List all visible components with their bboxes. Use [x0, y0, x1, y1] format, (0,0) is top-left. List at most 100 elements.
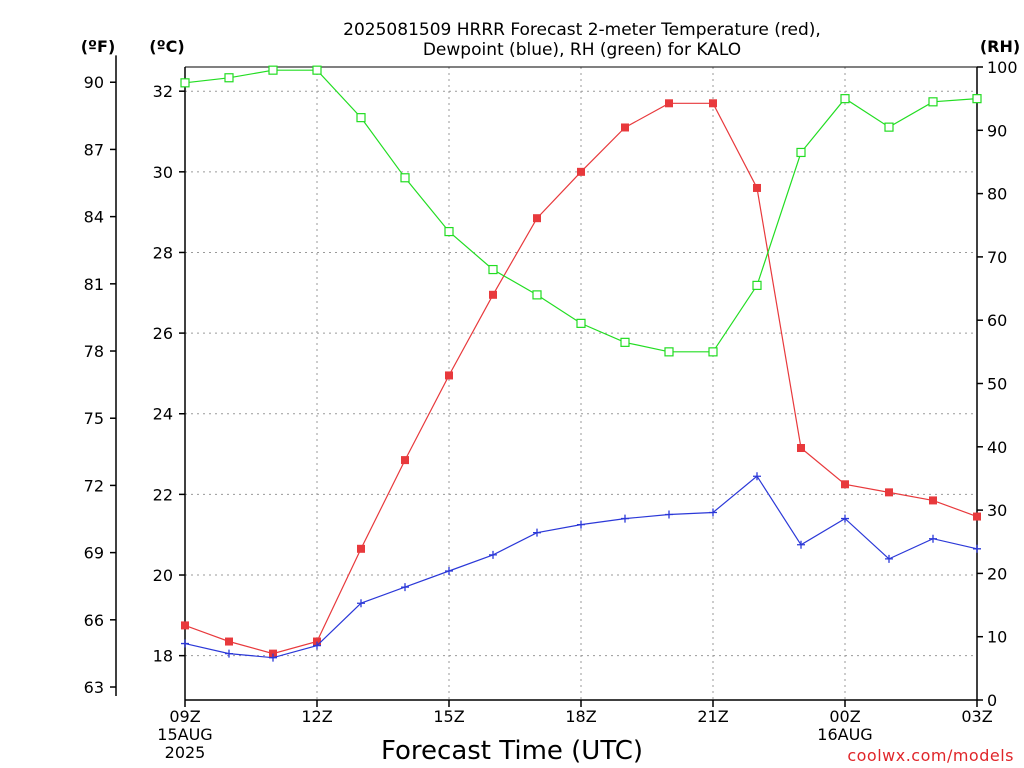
- dewpoint-point: [489, 550, 497, 559]
- rh-point: [576, 318, 586, 328]
- fahrenheit-axis-label: (ºF): [81, 37, 116, 56]
- rh-point: [928, 97, 938, 107]
- x-tick-label: 15Z: [433, 707, 464, 726]
- temperature-point: [753, 183, 761, 192]
- fahrenheit-tick-label: 84: [84, 208, 104, 227]
- dewpoint-point: [665, 510, 673, 519]
- x-tick-sublabel: 2025: [165, 743, 206, 762]
- dewpoint-point: [797, 540, 805, 549]
- fahrenheit-tick-label: 63: [84, 678, 104, 697]
- dewpoint-point: [929, 534, 937, 543]
- rh-point: [356, 113, 366, 123]
- temperature-point: [665, 99, 673, 108]
- rh-point: [708, 347, 718, 357]
- rh-tick-label: 30: [987, 501, 1007, 520]
- celsius-tick-label: 28: [153, 243, 173, 262]
- fahrenheit-tick-label: 78: [84, 342, 104, 361]
- temperature-point: [885, 488, 893, 497]
- celsius-tick-label: 26: [153, 324, 173, 343]
- dewpoint-point: [577, 520, 585, 529]
- rh-point: [664, 347, 674, 357]
- rh-point: [180, 78, 190, 88]
- rh-tick-label: 10: [987, 628, 1007, 647]
- dewpoint-point: [841, 514, 849, 523]
- rh-line: [184, 69, 978, 353]
- rh-point: [488, 264, 498, 275]
- dewpoint-point: [181, 639, 189, 648]
- celsius-tick-label: 30: [153, 163, 173, 182]
- dewpoint-point: [445, 566, 453, 575]
- fahrenheit-tick-label: 90: [84, 73, 104, 92]
- celsius-tick-label: 18: [153, 647, 173, 666]
- rh-point: [400, 173, 410, 183]
- temperature-point: [269, 649, 277, 658]
- rh-tick-label: 40: [987, 438, 1007, 457]
- fahrenheit-tick-label: 69: [84, 544, 104, 563]
- temperature-point: [313, 637, 321, 646]
- fahrenheit-tick-label: 81: [84, 275, 104, 294]
- temperature-point: [533, 214, 541, 223]
- x-axis-title: Forecast Time (UTC): [381, 736, 643, 766]
- rh-tick-label: 100: [987, 58, 1018, 77]
- dewpoint-point: [533, 528, 541, 537]
- x-tick-label: 18Z: [565, 707, 596, 726]
- dewpoint-point: [709, 508, 717, 517]
- x-tick-label: 09Z: [169, 707, 200, 726]
- grid-lines: [185, 67, 977, 700]
- rh-point: [268, 65, 278, 75]
- dewpoint-point: [313, 641, 321, 650]
- rh-point: [444, 226, 454, 237]
- rh-point: [796, 147, 806, 158]
- temperature-point: [225, 637, 233, 646]
- temperature-point: [181, 621, 189, 630]
- chart-title-line-1: 2025081509 HRRR Forecast 2-meter Tempera…: [343, 20, 821, 40]
- dewpoint-point: [885, 554, 893, 563]
- fahrenheit-tick-label: 75: [84, 409, 104, 428]
- x-tick-sublabel: 15AUG: [157, 725, 212, 744]
- rh-point: [884, 122, 894, 132]
- rh-axis-label: (RH): [980, 37, 1020, 56]
- temperature-point: [797, 444, 805, 453]
- rh-tick-label: 60: [987, 311, 1007, 330]
- dewpoint-point: [621, 514, 629, 523]
- rh-point: [972, 94, 982, 104]
- temperature-point: [489, 290, 497, 299]
- x-tick-label: 12Z: [301, 707, 332, 726]
- rh-tick-label: 50: [987, 375, 1007, 394]
- rh-point: [224, 73, 234, 83]
- rh-point: [840, 94, 850, 104]
- rh-tick-label: 90: [987, 121, 1007, 140]
- dewpoint-point: [357, 599, 365, 608]
- rh-point: [312, 65, 322, 75]
- temperature-point: [445, 371, 453, 380]
- temperature-point: [973, 512, 981, 521]
- temperature-point: [841, 480, 849, 489]
- fahrenheit-tick-label: 66: [84, 611, 104, 630]
- celsius-tick-label: 24: [153, 405, 173, 424]
- x-tick-label: 21Z: [697, 707, 728, 726]
- dewpoint-point: [225, 649, 233, 658]
- temperature-point: [929, 496, 937, 505]
- fahrenheit-tick-label: 72: [84, 476, 104, 495]
- x-tick-label: 00Z: [829, 707, 860, 726]
- rh-tick-label: 80: [987, 185, 1007, 204]
- dewpoint-point: [269, 653, 277, 662]
- rh-tick-label: 20: [987, 564, 1007, 583]
- celsius-tick-label: 22: [153, 485, 173, 504]
- chart-title-line-2: Dewpoint (blue), RH (green) for KALO: [423, 40, 741, 60]
- data-series: [180, 65, 982, 662]
- rh-tick-label: 70: [987, 248, 1007, 267]
- credit-text[interactable]: coolwx.com/models: [847, 746, 1014, 765]
- axes: [110, 55, 983, 707]
- rh-point: [532, 290, 542, 300]
- temperature-point: [357, 544, 365, 553]
- rh-point: [752, 280, 762, 290]
- x-tick-label: 03Z: [961, 707, 992, 726]
- dewpoint-point: [973, 544, 981, 553]
- celsius-tick-label: 20: [153, 566, 173, 585]
- rh-point: [620, 337, 630, 347]
- celsius-axis-label: (ºC): [149, 37, 184, 56]
- temperature-point: [401, 456, 409, 465]
- dewpoint-point: [753, 472, 761, 481]
